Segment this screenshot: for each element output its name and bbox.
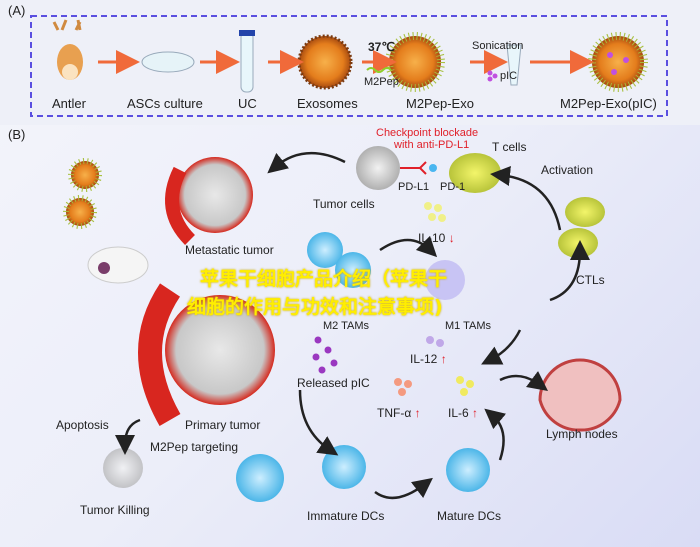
pic-label: pIC [500,70,518,82]
culture-dish-icon [141,51,195,73]
pd-l1-label: PD-L1 [398,181,430,193]
m1-tams-label: M1 TAMs [445,320,492,332]
deer-icon [52,19,83,80]
released-pic-label: Released pIC [297,376,370,390]
m2pep-exo-pic-icon [588,32,648,92]
pd-1-icon [429,164,437,172]
step-label: Antler [52,96,86,111]
primary-tumor-label: Primary tumor [185,418,261,432]
mouse-icon [87,246,149,284]
il-6-icon [456,376,474,396]
step-label: M2Pep-Exo(pIC) [560,96,657,111]
tube-icon [239,30,255,93]
pathway-arrows [115,151,590,500]
m2-tam-icon [307,232,343,268]
exosome-icon [68,158,102,192]
t-cells-label: T cells [492,140,527,154]
down-arrow-icon: ↓ [448,231,455,245]
mature-dc-icon [446,448,490,492]
panel-b-label: (B) [8,127,26,142]
immature-dcs-label: Immature DCs [307,509,385,523]
pic-icon [487,70,498,82]
mature-dcs-label: Mature DCs [437,509,502,523]
ctl-icon [565,197,605,227]
m2pep-exo-icon [385,32,445,92]
activation-label: Activation [541,163,594,177]
released-pic-icon [312,336,338,374]
up-arrow-icon: ↑ [472,406,479,420]
lymph-node-icon [538,358,622,432]
tnf-alpha-label: TNF-α ↑ [377,406,421,420]
il-10-label: IL-10 ↓ [418,231,455,245]
anti-pd-l1-icon [400,161,427,175]
metastatic-tumor-label: Metastatic tumor [185,243,274,257]
ctl-icon [558,228,598,258]
m2pep-label: M2Pep [364,76,399,88]
m1-tam-icon [425,260,465,300]
targeted-m2-tam-icon [236,454,284,502]
eppendorf-icon [506,44,522,86]
panel-a-border [30,15,668,117]
il-6-label: IL-6 ↑ [448,406,479,420]
exosome-icon [63,195,97,229]
il-12-label: IL-12 ↑ [410,352,447,366]
tumor-cells-label: Tumor cells [313,197,375,211]
m2-tam-icon [335,252,371,288]
dead-tumor-cell-icon [103,448,143,488]
m2pep-peptide-icon [366,67,392,73]
ctls-label: CTLs [576,273,605,287]
apoptosis-label: Apoptosis [56,418,109,432]
step-label: UC [238,96,257,111]
m2-tams-label: M2 TAMs [323,320,370,332]
primary-tumor-icon [138,283,275,426]
tumor-killing-label: Tumor Killing [80,503,150,517]
checkpoint-label-2: with anti-PD-L1 [394,139,470,151]
up-arrow-icon: ↑ [414,406,421,420]
exosome-icon [297,34,353,90]
t-cell-icon [449,153,501,193]
step-label: ASCs culture [127,96,203,111]
metastatic-tumor-icon [165,157,253,245]
watermark-line-2: 细胞的作用与功效和注意事项) [187,296,443,318]
tumor-cell-icon [356,146,400,190]
checkpoint-label: Checkpoint blockade [376,127,479,139]
up-arrow-icon: ↑ [440,352,447,366]
temperature-label: 37℃ [368,40,395,54]
il-10-icon [424,202,446,222]
step-label: Exosomes [297,96,358,111]
tnf-alpha-icon [394,378,412,396]
panel-a-label: (A) [8,3,26,18]
lymph-nodes-label: Lymph nodes [546,427,618,441]
pd-1-label: PD-1 [440,181,466,193]
m2pep-targeting-label: M2Pep targeting [150,440,239,454]
il-12-icon [426,336,444,347]
step-label: M2Pep-Exo [406,96,474,111]
sonication-label: Sonication [472,40,524,52]
immature-dc-icon [322,445,366,489]
watermark-line-1: 苹果干细胞产品介绍（苹果干 [200,268,448,290]
